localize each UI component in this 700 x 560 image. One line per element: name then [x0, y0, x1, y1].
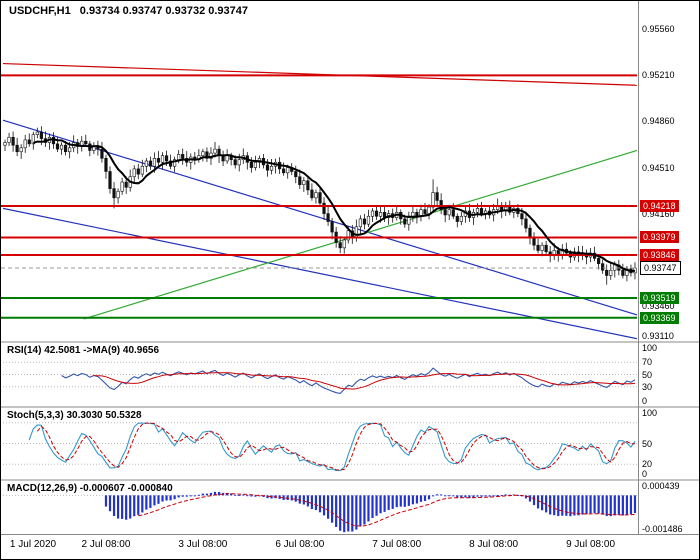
macd-histogram — [104, 491, 637, 533]
macd-indicator-label: MACD(12,26,9) -0.000607 -0.000840 — [7, 483, 173, 494]
chart-header: USDCHF,H1 0.93734 0.93747 0.93732 0.9374… — [9, 5, 254, 17]
stoch-d-line — [36, 422, 636, 471]
stoch-axis-tick: 100 — [642, 408, 658, 418]
macd-pane — [3, 491, 637, 533]
rsi-axis-tick: 70 — [642, 357, 653, 368]
time-axis-label: 3 Jul 08:00 — [178, 539, 228, 550]
rsi-ma-line — [93, 372, 636, 390]
stoch-axis-tick: 20 — [642, 459, 653, 470]
rsi-axis-tick: 30 — [642, 381, 653, 392]
stoch-k-line — [28, 422, 636, 472]
rsi-axis-tick: 0 — [642, 396, 648, 406]
rsi-indicator-label: RSI(14) 42.5081 ->MA(9) 40.9656 — [7, 345, 160, 356]
main-pane — [1, 62, 638, 340]
macd-axis-tick: 0.000439 — [642, 481, 680, 491]
trendline[interactable] — [2, 207, 638, 340]
stoch-axis-tick: 0 — [642, 469, 648, 479]
time-axis-label: 9 Jul 08:00 — [566, 539, 616, 550]
symbol-timeframe-label: USDCHF,H1 — [9, 5, 71, 17]
price-axis-tick: 0.95210 — [642, 70, 675, 81]
time-axis-label: 8 Jul 08:00 — [469, 539, 519, 550]
price-badge-resistance: 0.94218 — [640, 199, 679, 212]
trendline[interactable] — [2, 119, 638, 316]
macd-axis-tick: -0.001486 — [642, 524, 683, 534]
rsi-axis-tick: 100 — [642, 343, 658, 353]
price-badge-support: 0.93519 — [640, 292, 679, 304]
price-axis-tick: 0.94860 — [642, 116, 675, 127]
time-axis-label: 6 Jul 08:00 — [275, 539, 325, 550]
stoch-indicator-label: Stoch(5,3,3) 30.3030 50.5328 — [7, 410, 142, 421]
ma-line — [32, 138, 636, 273]
time-axis-label: 1 Jul 2020 — [9, 539, 57, 550]
price-axis-tick: 0.95560 — [642, 24, 675, 35]
price-badge-resistance: 0.93979 — [640, 231, 679, 244]
price-axis-tick: 0.94510 — [642, 162, 675, 173]
stoch-pane — [3, 422, 637, 472]
price-badge-support: 0.93369 — [640, 311, 679, 324]
time-axis-label: 7 Jul 08:00 — [372, 539, 422, 550]
rsi-line — [61, 367, 636, 394]
price-axis-tick: 0.94160 — [642, 208, 675, 219]
time-axis-label: 2 Jul 08:00 — [81, 539, 131, 550]
price-badge-resistance: 0.93846 — [640, 248, 679, 261]
rsi-pane — [3, 361, 637, 394]
stoch-axis-tick: 50 — [642, 438, 653, 449]
price-axis-tick: 0.93110 — [642, 331, 674, 341]
ohlc-values: 0.93734 0.93747 0.93732 0.93747 — [79, 5, 249, 17]
current-price-badge: 0.93747 — [640, 260, 681, 275]
macd-signal-line — [138, 493, 636, 527]
rsi-axis-tick: 50 — [642, 369, 653, 380]
price-axis-tick: 0.93460 — [642, 300, 675, 311]
